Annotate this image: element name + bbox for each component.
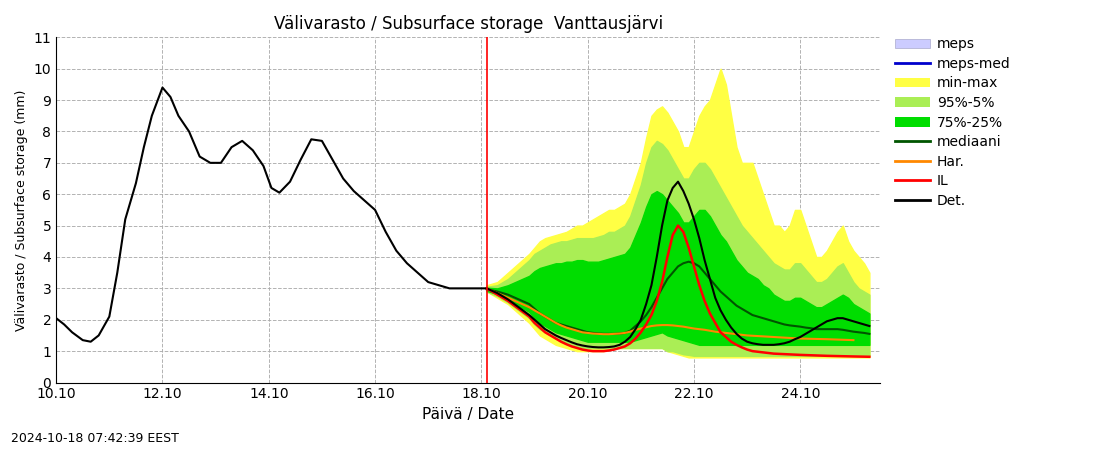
- Legend: meps, meps-med, min-max, 95%-5%, 75%-25%, mediaani, Har., IL, Det.: meps, meps-med, min-max, 95%-5%, 75%-25%…: [895, 37, 1011, 208]
- Text: 2024-10-18 07:42:39 EEST: 2024-10-18 07:42:39 EEST: [11, 432, 179, 446]
- Y-axis label: Välivarasto / Subsurface storage (mm): Välivarasto / Subsurface storage (mm): [15, 89, 28, 331]
- X-axis label: Päivä / Date: Päivä / Date: [422, 407, 514, 422]
- Title: Välivarasto / Subsurface storage  Vanttausjärvi: Välivarasto / Subsurface storage Vanttau…: [274, 15, 662, 33]
